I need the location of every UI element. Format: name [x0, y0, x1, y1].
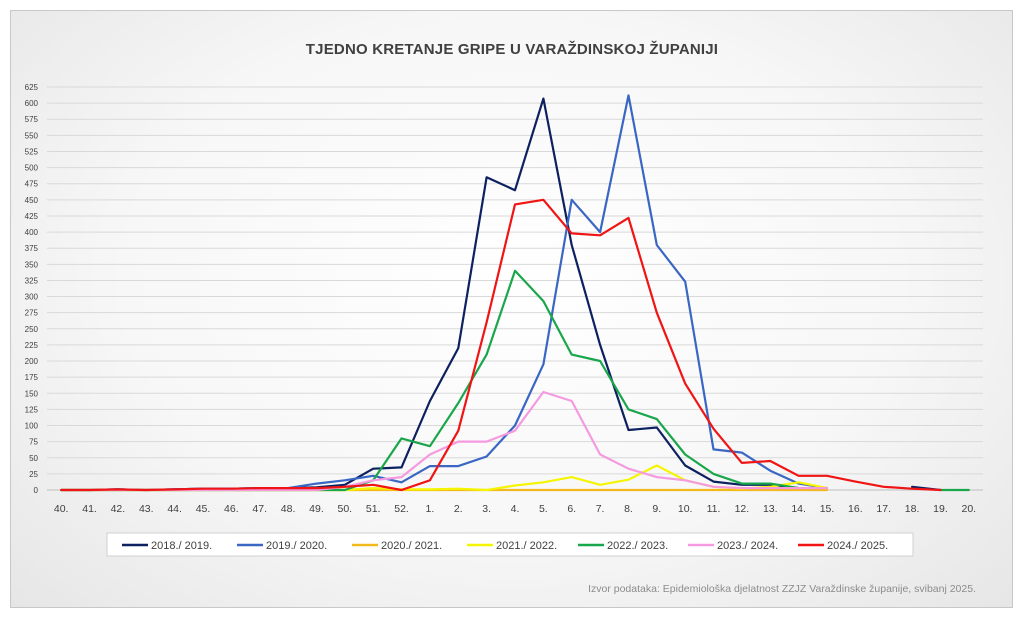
chart-frame [10, 10, 1013, 608]
x-tick-label: 44. [167, 503, 182, 515]
legend-label: 2024./ 2025. [827, 540, 888, 552]
legend-label: 2023./ 2024. [717, 540, 778, 552]
y-tick-label: 175 [25, 373, 39, 382]
y-tick-label: 100 [25, 422, 39, 431]
x-tick-label: 51. [366, 503, 381, 515]
x-tick-label: 10. [678, 503, 693, 515]
y-tick-label: 575 [25, 115, 39, 124]
x-tick-label: 49. [309, 503, 324, 515]
y-tick-label: 400 [25, 228, 39, 237]
y-tick-label: 250 [25, 325, 39, 334]
x-tick-label: 19. [933, 503, 948, 515]
x-tick-label: 20. [962, 503, 977, 515]
y-tick-label: 150 [25, 389, 39, 398]
x-tick-label: 40. [54, 503, 69, 515]
legend-label: 2021./ 2022. [496, 540, 557, 552]
y-tick-label: 225 [25, 341, 39, 350]
legend-label: 2022./ 2023. [607, 540, 668, 552]
x-tick-label: 18. [905, 503, 920, 515]
x-tick-label: 8. [624, 503, 633, 515]
x-tick-label: 11. [707, 503, 721, 515]
x-tick-label: 41. [82, 503, 97, 515]
x-tick-label: 46. [224, 503, 239, 515]
y-tick-label: 525 [25, 147, 39, 156]
y-tick-label: 275 [25, 309, 39, 318]
y-tick-label: 325 [25, 276, 39, 285]
y-tick-label: 450 [25, 196, 39, 205]
x-tick-label: 47. [252, 503, 267, 515]
y-tick-label: 25 [29, 470, 38, 479]
x-tick-label: 12. [735, 503, 750, 515]
x-tick-label: 2. [454, 503, 463, 515]
series-line [60, 269, 970, 492]
x-tick-label: 7. [596, 503, 605, 515]
x-tick-label: 16. [848, 503, 863, 515]
x-tick-label: 48. [281, 503, 296, 515]
x-tick-label: 6. [567, 503, 576, 515]
y-tick-label: 375 [25, 244, 39, 253]
source-note: Izvor podataka: Epidemiološka djelatnost… [588, 583, 976, 595]
y-tick-label: 350 [25, 260, 39, 269]
y-tick-label: 475 [25, 180, 39, 189]
legend-box [106, 532, 914, 557]
x-tick-label: 4. [511, 503, 520, 515]
y-tick-label: 0 [34, 486, 39, 495]
x-axis-ticks: 40. 41. 42. 43. 44. 45. 46. 47. 48. 49. 50. 51. 52. 1… [54, 503, 976, 515]
y-tick-label: 125 [25, 405, 39, 414]
x-tick-label: 9. [652, 503, 661, 515]
x-tick-label: 42. [111, 503, 126, 515]
x-tick-label: 3. [482, 503, 491, 515]
y-tick-label: 500 [25, 164, 39, 173]
x-tick-label: 17. [876, 503, 891, 515]
y-tick-label: 425 [25, 212, 39, 221]
y-axis-ticks: 0 25 50 75 100 125 150 175 200 225 250 275 300 325 350… [25, 83, 39, 495]
legend-label: 2018./ 2019. [151, 540, 212, 552]
gridlines [47, 86, 983, 491]
y-tick-label: 300 [25, 293, 39, 302]
x-tick-label: 13. [763, 503, 778, 515]
x-tick-label: 15. [820, 503, 835, 515]
legend-label: 2020./ 2021. [381, 540, 442, 552]
series-lines [60, 94, 970, 492]
x-tick-label: 1. [426, 503, 435, 515]
series-line [60, 97, 942, 492]
x-tick-label: 5. [539, 503, 548, 515]
x-tick-label: 45. [196, 503, 211, 515]
y-tick-label: 50 [29, 454, 38, 463]
y-tick-label: 600 [25, 99, 39, 108]
series-line [60, 94, 829, 492]
legend: 2018./ 2019. 2019./ 2020. 2020./ 2021. 2021… [106, 532, 914, 557]
y-tick-label: 75 [29, 438, 38, 447]
legend-label: 2019./ 2020. [266, 540, 327, 552]
series-line [60, 198, 942, 492]
x-tick-label: 50. [338, 503, 353, 515]
y-tick-label: 550 [25, 131, 39, 140]
x-tick-label: 43. [139, 503, 154, 515]
x-tick-label: 52. [394, 503, 409, 515]
chart-title: TJEDNO KRETANJE GRIPE U VARAŽDINSKOJ ŽUP… [305, 41, 719, 58]
x-tick-label: 14. [791, 503, 806, 515]
y-tick-label: 625 [25, 83, 39, 92]
y-tick-label: 200 [25, 357, 39, 366]
